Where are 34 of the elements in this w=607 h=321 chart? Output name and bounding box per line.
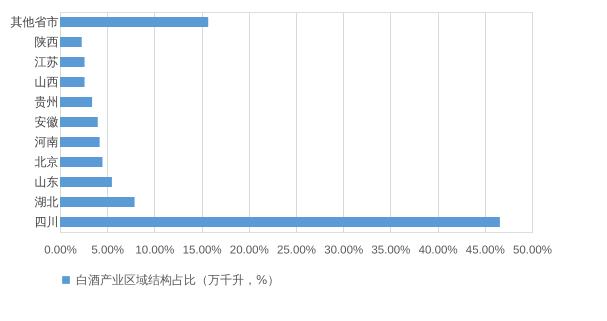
y-tick-label: 湖北	[34, 195, 58, 209]
x-tick-label: 25.00%	[276, 244, 316, 256]
y-tick-label: 北京	[34, 155, 58, 169]
x-tick-label: 10.00%	[135, 244, 174, 256]
x-tick-label: 15.00%	[182, 244, 222, 256]
bar	[60, 17, 208, 27]
x-tick-label: 0.00%	[44, 244, 77, 256]
bar	[60, 77, 85, 87]
bar	[60, 97, 92, 107]
y-tick-label: 其他省市	[10, 15, 58, 29]
y-tick-label: 山东	[34, 175, 58, 189]
x-tick-label: 30.00%	[324, 244, 364, 256]
bar	[60, 37, 82, 47]
bar	[60, 157, 102, 167]
x-tick-label: 50.00%	[512, 244, 552, 256]
x-tick-label: 20.00%	[230, 244, 269, 256]
x-tick-label: 45.00%	[466, 244, 505, 256]
y-tick-label: 山西	[34, 75, 58, 89]
bar	[60, 197, 135, 207]
y-tick-label: 安徽	[34, 115, 58, 129]
bar	[60, 57, 85, 67]
legend-label: 白酒产业区域结构占比（万千升，%）	[76, 273, 280, 287]
y-tick-label: 河南	[34, 135, 58, 149]
y-tick-label: 江苏	[34, 55, 58, 69]
y-tick-label: 四川	[34, 215, 58, 229]
bar	[60, 217, 500, 227]
x-tick-label: 40.00%	[418, 244, 458, 256]
bar	[60, 117, 98, 127]
y-tick-label: 贵州	[34, 95, 58, 109]
bar	[60, 177, 112, 187]
x-tick-label: 35.00%	[371, 244, 410, 256]
x-tick-label: 5.00%	[91, 244, 124, 256]
bar	[60, 137, 100, 147]
y-tick-label: 陕西	[34, 35, 58, 49]
